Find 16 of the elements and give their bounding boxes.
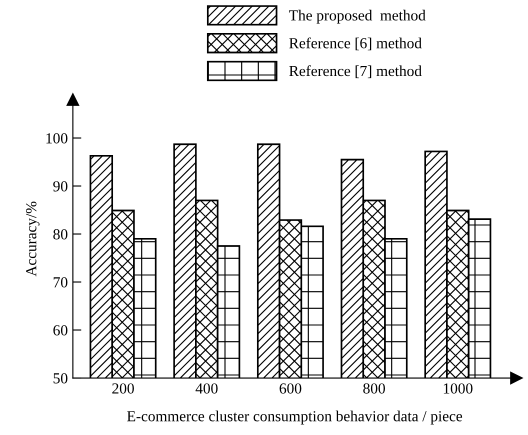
y-tick-label: 90 [53, 181, 68, 192]
legend-label: Reference [6] method [289, 37, 422, 50]
x-tick-label: 600 [280, 383, 302, 394]
y-tick-label: 50 [54, 373, 68, 384]
y-tick-label: 70 [54, 277, 68, 288]
y-tick-label: 60 [53, 325, 68, 336]
x-tick-label: 200 [112, 383, 134, 394]
y-tick-label: 100 [46, 133, 68, 144]
legend-label: The proposed method [289, 10, 426, 24]
y-axis-title: Accuracy/% [26, 202, 40, 276]
x-axis-title: E-commerce cluster consumption behavior data / piece [127, 410, 462, 424]
legend-label: Reference [7] method [289, 65, 422, 78]
x-tick-label: 1000 [444, 383, 472, 394]
y-tick-label: 80 [53, 229, 68, 240]
x-tick-label: 800 [363, 383, 385, 394]
x-tick-label: 400 [196, 383, 218, 394]
